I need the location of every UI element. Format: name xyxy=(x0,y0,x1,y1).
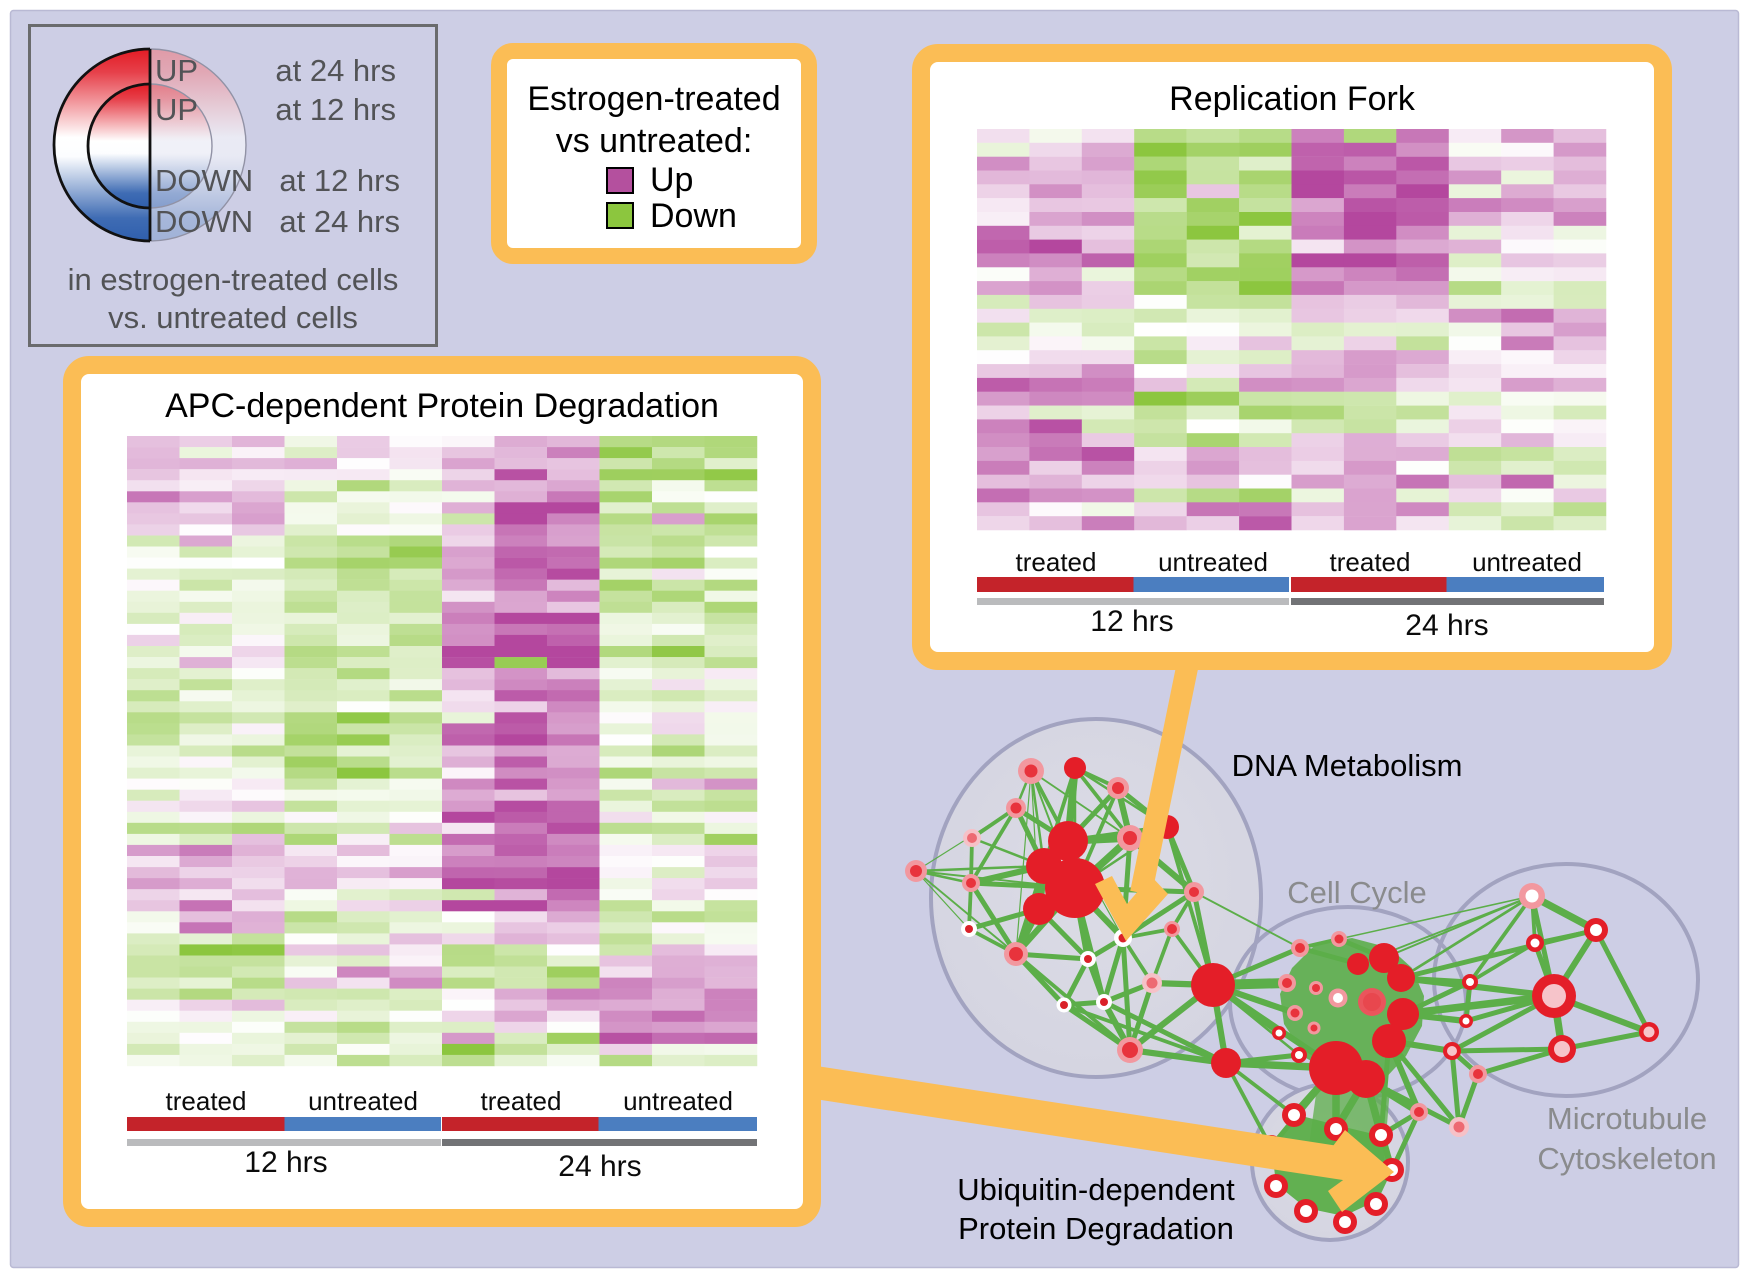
svg-text:treated: treated xyxy=(481,1086,562,1116)
svg-text:at 24 hrs: at 24 hrs xyxy=(279,204,400,239)
svg-text:untreated: untreated xyxy=(1158,547,1268,577)
svg-text:in estrogen-treated cells: in estrogen-treated cells xyxy=(68,262,399,297)
svg-text:untreated: untreated xyxy=(308,1086,418,1116)
svg-text:DNA Metabolism: DNA Metabolism xyxy=(1232,748,1463,783)
svg-text:at 24 hrs: at 24 hrs xyxy=(275,53,396,88)
svg-text:Protein Degradation: Protein Degradation xyxy=(958,1211,1234,1246)
svg-text:DOWN: DOWN xyxy=(155,163,253,198)
svg-text:Replication Fork: Replication Fork xyxy=(1169,80,1416,118)
svg-text:Microtubule: Microtubule xyxy=(1547,1101,1707,1136)
svg-text:DOWN: DOWN xyxy=(155,204,253,239)
svg-text:treated: treated xyxy=(1330,547,1411,577)
svg-text:treated: treated xyxy=(1016,547,1097,577)
svg-text:Cell Cycle: Cell Cycle xyxy=(1287,875,1427,910)
svg-text:untreated: untreated xyxy=(1472,547,1582,577)
svg-text:12 hrs: 12 hrs xyxy=(244,1146,327,1179)
svg-text:24 hrs: 24 hrs xyxy=(558,1150,641,1183)
svg-text:APC-dependent Protein Degradat: APC-dependent Protein Degradation xyxy=(165,387,719,425)
svg-text:vs. untreated cells: vs. untreated cells xyxy=(108,300,358,335)
svg-text:vs untreated:: vs untreated: xyxy=(556,122,753,160)
svg-text:Up: Up xyxy=(650,161,693,199)
svg-text:treated: treated xyxy=(166,1086,247,1116)
svg-text:Ubiquitin-dependent: Ubiquitin-dependent xyxy=(957,1172,1235,1207)
svg-text:24 hrs: 24 hrs xyxy=(1405,609,1488,642)
svg-text:UP: UP xyxy=(155,92,198,127)
svg-text:12 hrs: 12 hrs xyxy=(1090,605,1173,638)
svg-text:at 12 hrs: at 12 hrs xyxy=(279,163,400,198)
svg-text:untreated: untreated xyxy=(623,1086,733,1116)
svg-text:Cytoskeleton: Cytoskeleton xyxy=(1537,1141,1716,1176)
svg-text:Estrogen-treated: Estrogen-treated xyxy=(527,80,780,118)
svg-text:Down: Down xyxy=(650,197,737,235)
svg-text:at 12 hrs: at 12 hrs xyxy=(275,92,396,127)
svg-text:UP: UP xyxy=(155,53,198,88)
